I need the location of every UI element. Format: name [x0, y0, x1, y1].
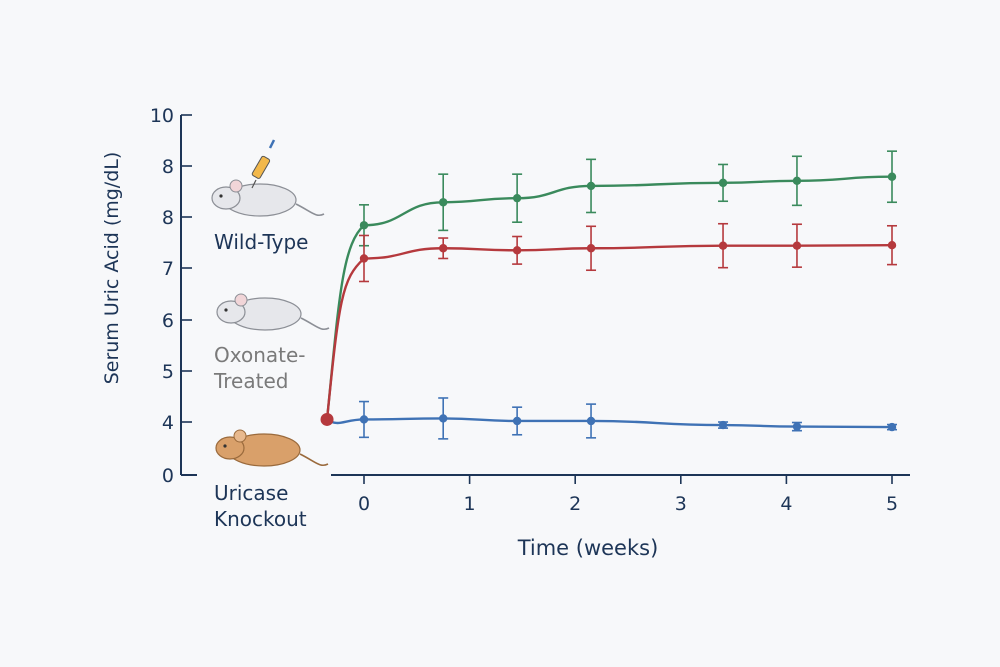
data-point	[439, 244, 448, 253]
mouse-tail	[300, 317, 330, 331]
data-point	[359, 415, 369, 424]
y-tick-label: 4	[162, 412, 174, 434]
mouse-ear	[233, 429, 247, 443]
data-point	[718, 241, 728, 250]
mouse-head	[211, 186, 241, 210]
data-point	[887, 422, 897, 432]
y-tick-label: 8	[162, 156, 174, 178]
data-point	[718, 178, 728, 188]
series-uricase-knockout	[326, 397, 897, 440]
data-point	[586, 416, 596, 426]
syringe-barrel	[251, 155, 271, 179]
data-point	[792, 176, 802, 186]
data-point	[359, 221, 369, 230]
group-label-oxonate-line-2: Treated	[213, 369, 288, 393]
x-tick-label: 3	[675, 493, 687, 515]
data-point	[792, 241, 802, 250]
x-tick-label: 5	[886, 493, 898, 515]
data-point	[512, 246, 522, 255]
data-point	[359, 254, 369, 263]
y-tick-label: 5	[162, 361, 174, 383]
mouse-icon	[216, 293, 330, 331]
y-tick-label: 6	[162, 310, 174, 332]
data-point	[439, 198, 448, 207]
group-wild-type: Wild-Type	[211, 139, 325, 254]
group-oxonate-treated: Oxonate- Treated	[213, 293, 330, 393]
x-axis-label: Time (weeks)	[517, 536, 659, 560]
data-point	[792, 422, 802, 431]
x-tick-label: 4	[780, 493, 792, 515]
x-tick-label: 2	[569, 493, 581, 515]
mouse-eye	[219, 194, 223, 198]
syringe-needle	[251, 179, 257, 189]
mouse-with-syringe-icon	[211, 139, 325, 217]
series-layer	[320, 150, 897, 440]
series-oxonate-treated	[325, 222, 897, 420]
data-point	[586, 181, 596, 191]
mouse-ear	[229, 179, 243, 193]
baseline-point	[320, 412, 334, 426]
syringe-plunger	[268, 139, 276, 149]
group-label-wild-type: Wild-Type	[214, 230, 308, 254]
data-point	[887, 172, 897, 181]
group-label-uricase-line-1: Uricase	[214, 481, 288, 505]
brown-mouse-icon	[215, 429, 329, 467]
mouse-tail	[295, 203, 325, 217]
data-point	[586, 244, 596, 253]
mouse-head	[215, 436, 245, 460]
mouse-head	[216, 300, 246, 324]
data-point	[512, 193, 522, 203]
y-tick-label: 7	[162, 258, 174, 280]
group-label-uricase-line-2: Knockout	[214, 507, 307, 531]
series-wild-type	[325, 150, 897, 420]
axes: 0 4 5 6 7 8 8 10 0 1 2 3 4 5	[150, 105, 910, 515]
y-tick-label: 0	[162, 465, 174, 487]
series-line	[325, 243, 893, 420]
data-point	[887, 240, 897, 250]
group-label-oxonate-line-1: Oxonate-	[214, 343, 306, 367]
data-point	[512, 416, 522, 426]
mouse-tail	[299, 453, 329, 467]
y-tick-label: 8	[162, 207, 174, 229]
mouse-eye	[223, 444, 227, 448]
x-tick-label: 1	[464, 493, 476, 515]
series-line	[325, 175, 893, 420]
series-line	[326, 417, 893, 429]
mouse-eye	[224, 308, 228, 312]
y-axis-label: Serum Uric Acid (mg/dL)	[101, 152, 123, 385]
x-tick-label: 0	[358, 493, 370, 515]
group-uricase-knockout: Uricase Knockout	[214, 429, 329, 531]
data-point	[439, 414, 448, 423]
data-point	[718, 420, 728, 430]
mouse-ear	[234, 293, 248, 307]
y-tick-label: 10	[150, 105, 174, 127]
